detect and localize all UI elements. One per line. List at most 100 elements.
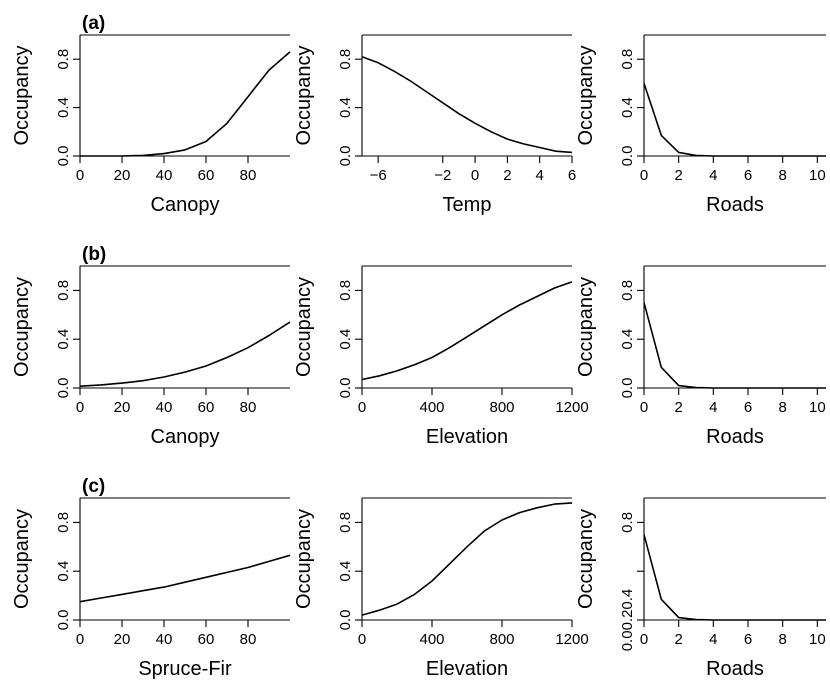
y-tick-label: 0.00.20.4 <box>619 589 636 652</box>
x-tick-label: 2 <box>674 167 682 184</box>
x-tick-label: 40 <box>156 399 173 416</box>
occupancy-curve <box>79 321 291 387</box>
x-tick-label: 800 <box>489 399 514 416</box>
x-tick-label: 4 <box>709 631 717 648</box>
panel-8: 0 400 800 1200 0.0 0.4 0.8 Elevation Occupancy <box>293 497 589 680</box>
panel-7: 0 20 40 60 80 0.0 0.4 0.8 Spruce-Fir Occupancy (c) <box>11 476 291 680</box>
y-tick-label: 0.8 <box>619 280 636 301</box>
y-tick-label: 0.0 <box>337 146 354 167</box>
y-axis-title: Occupancy <box>293 277 315 377</box>
y-tick-label: 0.4 <box>337 97 354 118</box>
y-axis-title: Occupancy <box>11 45 33 145</box>
x-tick-label: 4 <box>536 167 544 184</box>
x-tick-label: −6 <box>370 167 387 184</box>
y-tick-label: 0.8 <box>55 49 72 70</box>
x-tick-label: 80 <box>240 631 257 648</box>
occupancy-curve <box>643 302 826 389</box>
x-tick-label: 60 <box>198 631 215 648</box>
x-tick-label: 0 <box>358 399 366 416</box>
y-axis-title: Occupancy <box>293 509 315 609</box>
occupancy-curve <box>643 83 826 157</box>
x-tick-label: 400 <box>419 399 444 416</box>
x-tick-label: 2 <box>503 167 511 184</box>
x-tick-label: 0 <box>640 631 648 648</box>
x-axis-title: Temp <box>443 194 492 216</box>
x-tick-label: 60 <box>198 399 215 416</box>
y-axis-title: Occupancy <box>575 509 597 609</box>
x-tick-label: 8 <box>778 167 786 184</box>
x-tick-label: 6 <box>744 631 752 648</box>
y-tick-label: 0.8 <box>55 280 72 301</box>
x-tick-label: 2 <box>674 399 682 416</box>
y-tick-label: 0.0 <box>619 378 636 399</box>
y-axis-title: Occupancy <box>11 509 33 609</box>
y-axis-title: Occupancy <box>11 277 33 377</box>
x-tick-label: 6 <box>744 399 752 416</box>
x-tick-label: 0 <box>640 167 648 184</box>
occupancy-curve <box>361 56 573 154</box>
x-tick-label: 0 <box>471 167 479 184</box>
panel-letter: (b) <box>82 244 106 265</box>
x-tick-label: 40 <box>156 631 173 648</box>
x-tick-label: 4 <box>709 399 717 416</box>
x-tick-label: 20 <box>114 399 131 416</box>
x-tick-label: 40 <box>156 167 173 184</box>
x-axis-title: Roads <box>706 658 764 680</box>
panel-3: 0 2 4 6 8 10 0.0 0.4 0.8 Roads Occupancy <box>575 34 826 216</box>
y-tick-label: 0.0 <box>55 610 72 631</box>
y-tick-label: 0.0 <box>619 146 636 167</box>
panel-5: 0 400 800 1200 0.0 0.4 0.8 Elevation Occupancy <box>293 265 589 448</box>
x-axis-title: Canopy <box>151 194 220 216</box>
panel-letter: (a) <box>82 13 105 34</box>
x-tick-label: 8 <box>778 631 786 648</box>
y-tick-label: 0.4 <box>619 329 636 350</box>
y-tick-label: 0.8 <box>619 512 636 533</box>
y-tick-label: 0.8 <box>337 280 354 301</box>
y-tick-label: 0.8 <box>337 49 354 70</box>
panel-1: 0 20 40 60 80 0.0 0.4 0.8 Canopy Occupancy (a) <box>11 13 291 216</box>
x-tick-label: 6 <box>568 167 576 184</box>
y-tick-label: 0.8 <box>337 512 354 533</box>
x-tick-label: 0 <box>76 167 84 184</box>
y-tick-label: 0.0 <box>55 146 72 167</box>
panel-4: 0 20 40 60 80 0.0 0.4 0.8 Canopy Occupancy (b) <box>11 244 291 448</box>
y-axis-title: Occupancy <box>575 45 597 145</box>
panel-6: 0 2 4 6 8 10 0.0 0.4 0.8 Roads Occupancy <box>575 265 826 448</box>
x-axis-title: Elevation <box>426 658 508 680</box>
x-axis-title: Spruce-Fir <box>138 658 232 680</box>
x-tick-label: 80 <box>240 399 257 416</box>
occupancy-curve <box>80 51 291 157</box>
x-tick-label: 0 <box>76 631 84 648</box>
x-tick-label: 400 <box>419 631 444 648</box>
x-tick-label: 6 <box>744 167 752 184</box>
x-tick-label: 60 <box>198 167 215 184</box>
x-tick-label: −2 <box>434 167 451 184</box>
x-axis-title: Elevation <box>426 426 508 448</box>
x-tick-label: 2 <box>674 631 682 648</box>
x-tick-label: 0 <box>358 631 366 648</box>
y-tick-label: 0.4 <box>337 561 354 582</box>
y-tick-label: 0.0 <box>337 610 354 631</box>
x-axis-title: Roads <box>706 194 764 216</box>
y-tick-label: 0.8 <box>55 512 72 533</box>
occupancy-curve <box>643 534 826 621</box>
y-tick-label: 0.4 <box>337 329 354 350</box>
occupancy-curve <box>79 554 291 603</box>
y-tick-label: 0.4 <box>55 561 72 582</box>
x-tick-label: 20 <box>114 631 131 648</box>
x-tick-label: 0 <box>640 399 648 416</box>
panel-letter: (c) <box>82 476 105 497</box>
x-axis-title: Roads <box>706 426 764 448</box>
x-tick-label: 0 <box>76 399 84 416</box>
y-tick-label: 0.4 <box>55 329 72 350</box>
x-tick-label: 800 <box>489 631 514 648</box>
x-tick-label: 20 <box>114 167 131 184</box>
y-tick-label: 0.4 <box>55 97 72 118</box>
y-axis-title: Occupancy <box>293 45 315 145</box>
x-tick-label: 1200 <box>555 631 588 648</box>
occupancy-curve <box>361 281 573 381</box>
y-tick-label: 0.0 <box>337 378 354 399</box>
panel-2: −6 −2 0 2 4 6 0.0 0.4 0.8 Temp Occupancy <box>293 34 576 216</box>
y-tick-label: 0.8 <box>619 49 636 70</box>
